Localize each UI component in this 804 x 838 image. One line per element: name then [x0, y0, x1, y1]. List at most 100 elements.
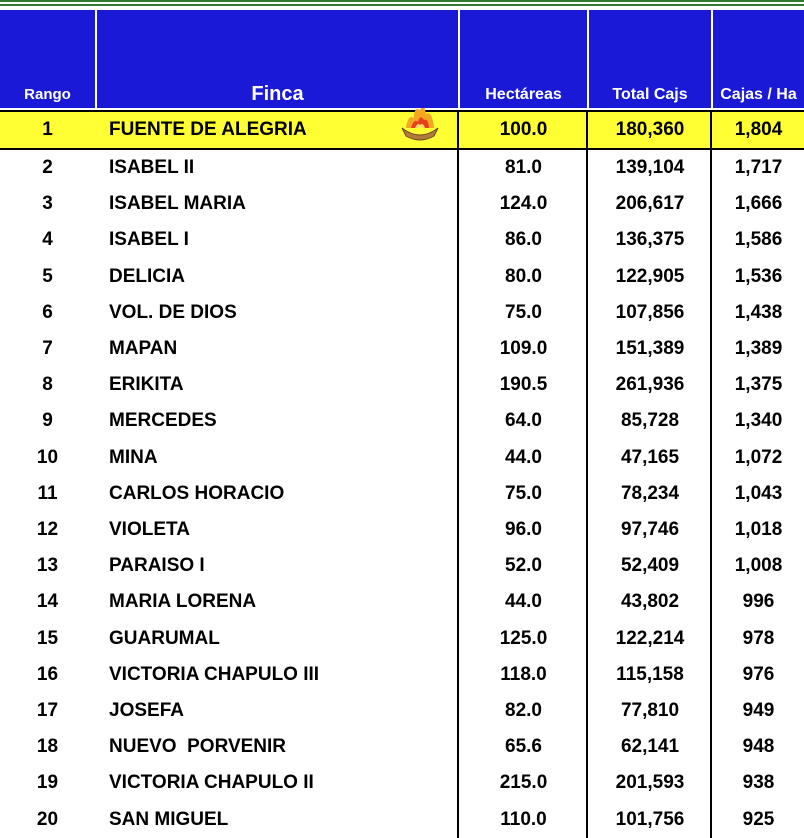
- table-cell: VICTORIA CHAPULO III: [109, 663, 320, 685]
- table-cell: ERIKITA: [109, 374, 184, 396]
- table-cell: 976: [742, 663, 775, 685]
- table-cell: 80.0: [505, 265, 542, 287]
- table-cell: FUENTE DE ALEGRIA: [109, 119, 307, 140]
- table-cell: 5: [42, 265, 53, 287]
- table-cell: 125.0: [499, 627, 548, 649]
- fire-icon: [401, 106, 439, 141]
- table-cell: VIOLETA: [109, 519, 190, 541]
- table-cell: 1,536: [734, 265, 783, 287]
- table-cell: 75.0: [505, 482, 542, 504]
- table-cell: 1,043: [734, 482, 783, 504]
- table-cell: 190.5: [499, 374, 548, 396]
- table-cell: 52.0: [505, 555, 542, 577]
- table-cell: SAN MIGUEL: [109, 808, 229, 830]
- table-cell: 17: [36, 700, 59, 722]
- table-cell: 122,214: [615, 627, 685, 649]
- table-cell: 13: [36, 555, 59, 577]
- header-cell: Finca: [97, 10, 458, 108]
- column-divider: [586, 110, 588, 838]
- column-divider: [457, 110, 459, 838]
- table-cell: 1,018: [734, 519, 783, 541]
- table-cell: 938: [742, 772, 775, 794]
- table-cell: 1,340: [734, 410, 783, 432]
- top-rule: [0, 4, 804, 6]
- table-cell: 925: [742, 808, 775, 830]
- table-cell: 77,810: [620, 700, 680, 722]
- table-cell: MAPAN: [109, 338, 178, 360]
- table-cell: ISABEL MARIA: [109, 193, 246, 215]
- table-cell: 1,717: [734, 157, 783, 179]
- table-cell: ISABEL II: [109, 157, 195, 179]
- table-cell: PARAISO I: [109, 555, 205, 577]
- table-cell: 948: [742, 736, 775, 758]
- table-cell: 118.0: [500, 663, 547, 685]
- table-cell: 86.0: [505, 229, 542, 251]
- table-cell: 1,389: [734, 338, 783, 360]
- table-cell: 201,593: [615, 772, 685, 794]
- table-cell: 11: [37, 482, 58, 504]
- header-cell: Hectáreas: [460, 10, 587, 108]
- table-cell: 1,666: [734, 193, 783, 215]
- table-cell: VICTORIA CHAPULO II: [109, 772, 314, 794]
- table-cell: MARIA LORENA: [109, 591, 257, 613]
- table-cell: 15: [36, 627, 59, 649]
- table-cell: 3: [42, 193, 53, 215]
- table-cell: 4: [42, 229, 53, 251]
- table-cell: 949: [742, 700, 775, 722]
- table-cell: 19: [36, 772, 59, 794]
- table-cell: 75.0: [505, 301, 542, 323]
- table-cell: 978: [742, 627, 775, 649]
- header-cell: Cajas / Ha: [713, 10, 804, 108]
- column-divider: [710, 110, 712, 838]
- table-cell: 10: [36, 446, 59, 468]
- table-cell: 1,375: [734, 374, 783, 396]
- table-cell: 151,389: [615, 338, 685, 360]
- table-cell: 2: [42, 157, 53, 179]
- table-cell: 139,104: [615, 157, 685, 179]
- table-cell: 97,746: [620, 519, 680, 541]
- table-cell: 20: [36, 808, 59, 830]
- table-cell: MERCEDES: [109, 410, 217, 432]
- table-cell: 109.0: [499, 338, 548, 360]
- table-cell: 16: [36, 663, 59, 685]
- table-cell: 215.0: [499, 772, 548, 794]
- table-cell: 96.0: [505, 519, 542, 541]
- table-cell: 12: [36, 519, 59, 541]
- table-cell: 14: [36, 591, 59, 613]
- table-cell: ISABEL I: [109, 229, 189, 251]
- table-cell: 996: [742, 591, 775, 613]
- table-cell: VOL. DE DIOS: [109, 301, 237, 323]
- table-cell: 1: [42, 119, 53, 140]
- table-cell: 44.0: [505, 591, 542, 613]
- table-cell: 8: [42, 374, 53, 396]
- table-cell: 1,438: [734, 301, 783, 323]
- table-cell: 122,905: [615, 265, 685, 287]
- table-cell: 7: [42, 338, 53, 360]
- table-cell: DELICIA: [109, 265, 185, 287]
- top-rule: [0, 0, 804, 2]
- table-cell: 82.0: [505, 700, 542, 722]
- table-cell: 1,008: [734, 555, 783, 577]
- table-cell: 107,856: [615, 301, 685, 323]
- table-cell: 1,586: [734, 229, 783, 251]
- table-cell: 43,802: [620, 591, 680, 613]
- table-cell: 85,728: [620, 410, 680, 432]
- table-cell: MINA: [109, 446, 158, 468]
- table-cell: 78,234: [620, 482, 680, 504]
- highlight-row: [0, 110, 804, 150]
- table-cell: 1,072: [734, 446, 783, 468]
- table-cell: NUEVO PORVENIR: [109, 736, 287, 758]
- table-cell: CARLOS HORACIO: [109, 482, 285, 504]
- table-cell: 101,756: [615, 808, 685, 830]
- table-cell: 44.0: [505, 446, 542, 468]
- table-cell: 52,409: [620, 555, 680, 577]
- table-cell: 124.0: [499, 193, 548, 215]
- table-cell: 81.0: [505, 157, 542, 179]
- header-cell: Rango: [0, 10, 95, 108]
- table-cell: 1,804: [734, 119, 783, 140]
- table-cell: 65.6: [505, 736, 542, 758]
- table-cell: GUARUMAL: [109, 627, 220, 649]
- table-cell: 6: [42, 301, 53, 323]
- table-cell: 62,141: [620, 736, 680, 758]
